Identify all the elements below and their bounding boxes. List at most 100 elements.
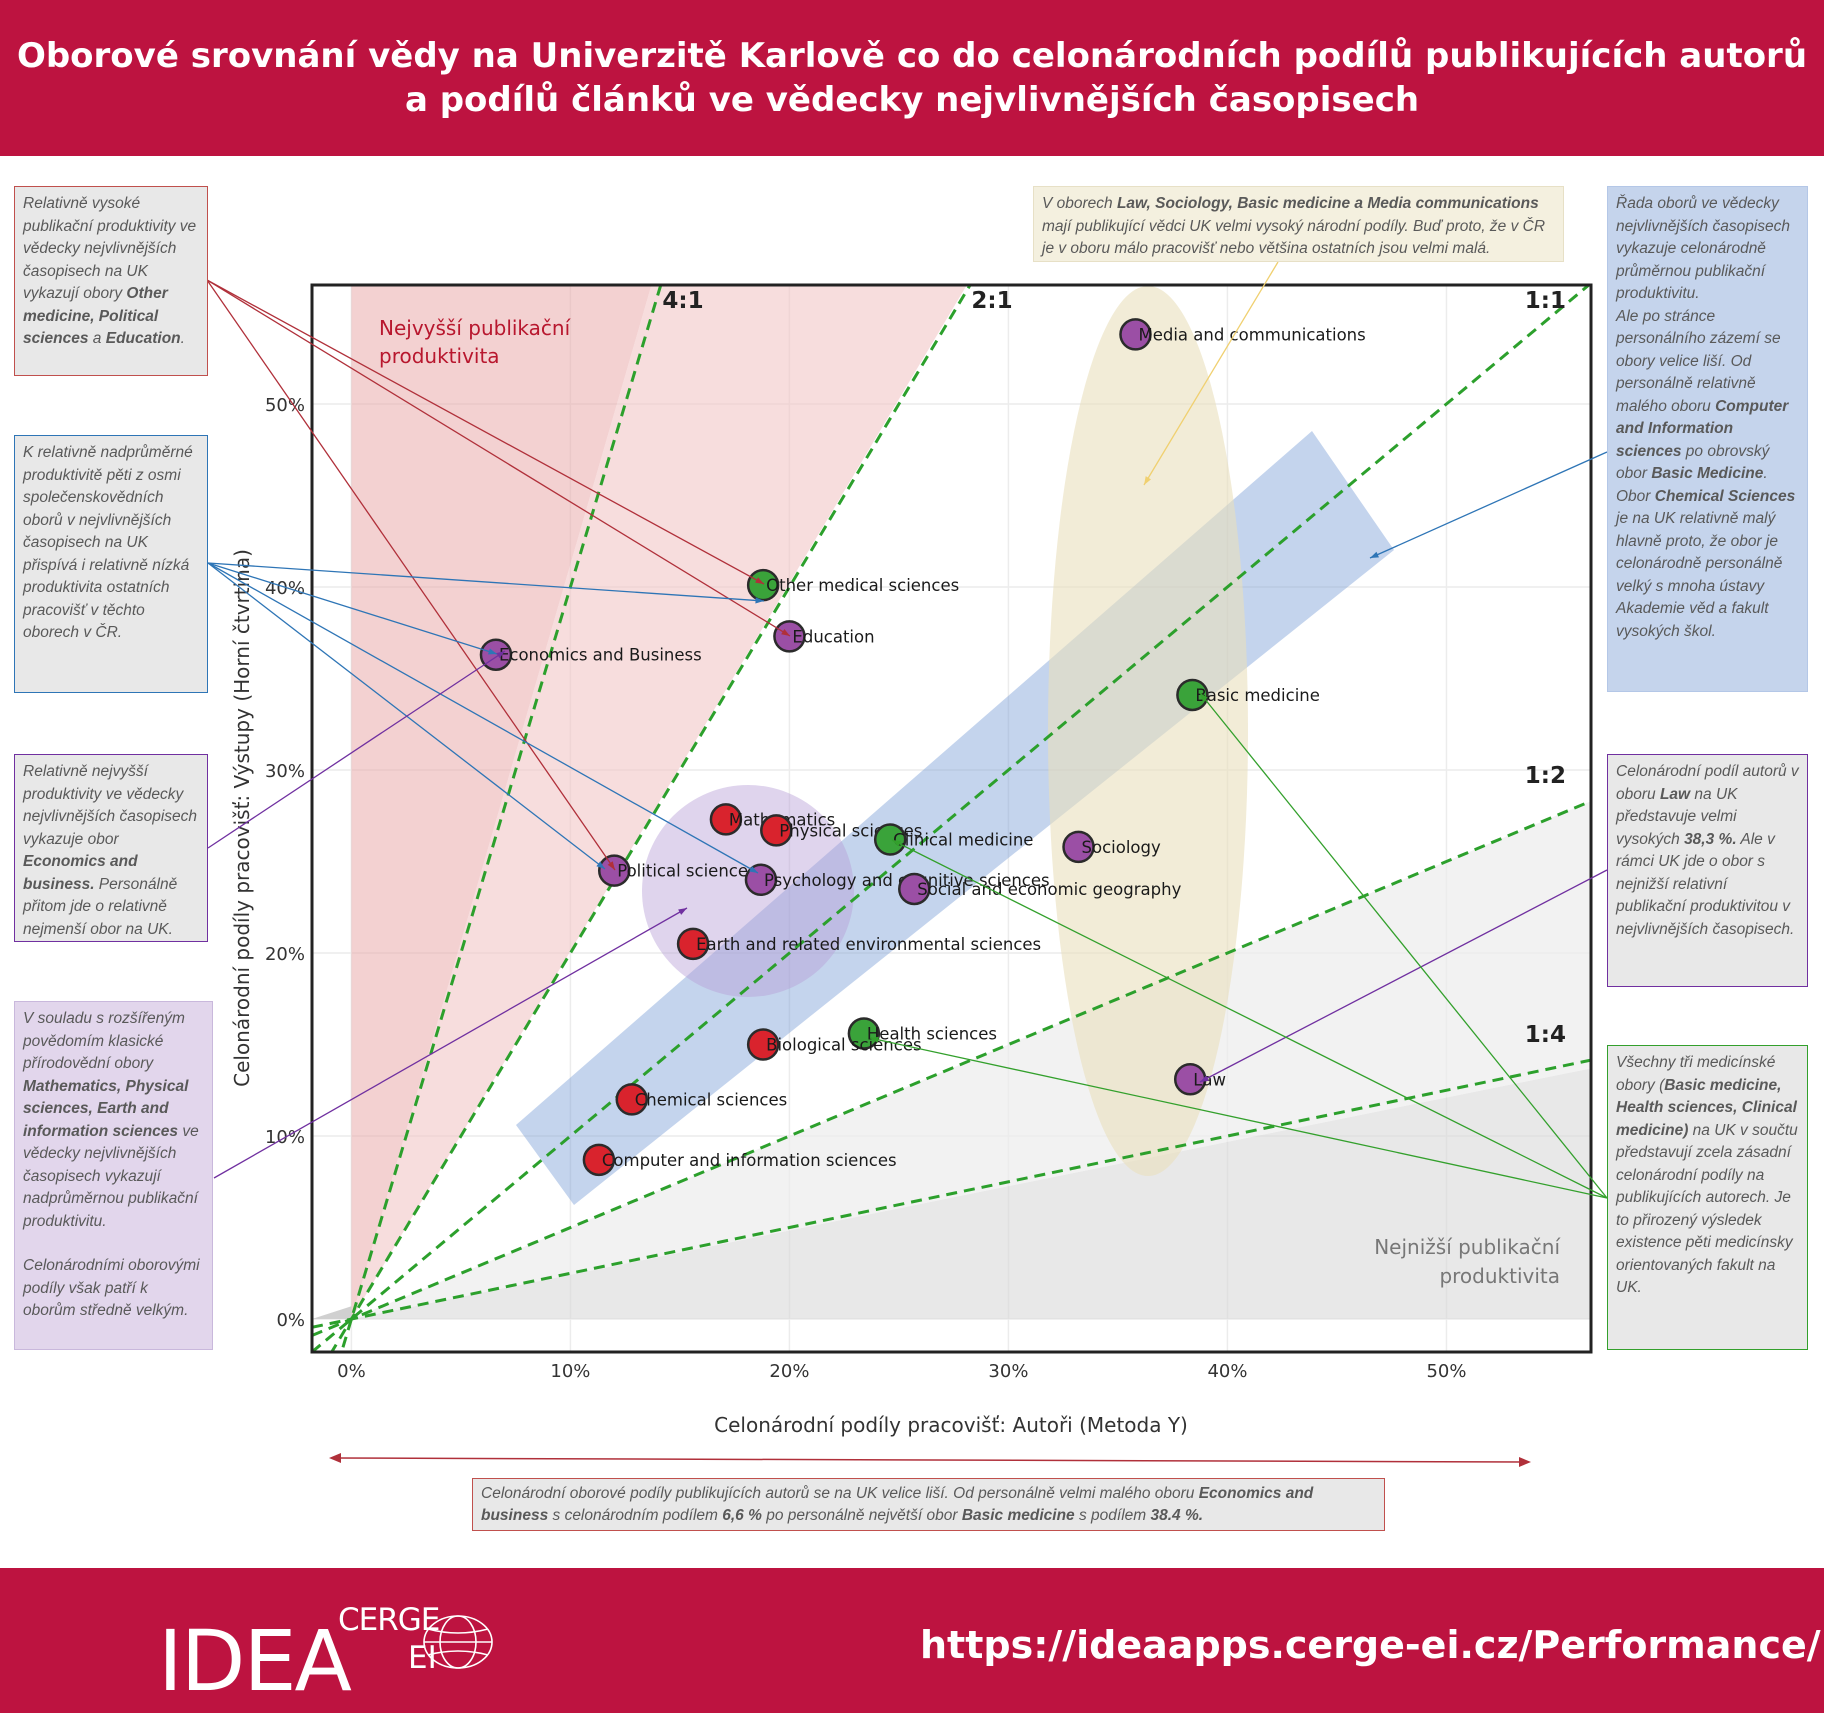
arrowhead-icon [596, 861, 605, 869]
data-point [746, 568, 780, 602]
note-bold: 6,6 % [722, 1507, 762, 1524]
data-point [676, 927, 710, 961]
arrowhead-icon [870, 1036, 879, 1043]
arrowhead-icon [755, 597, 764, 604]
point-label: Chemical sciences [635, 1090, 787, 1109]
annotation-connector [1143, 261, 1279, 486]
note-text: Obor [1616, 487, 1655, 505]
annotation-connector [207, 562, 498, 655]
note-bold: 38,3 %. [1684, 830, 1737, 848]
x-tick-label: 20% [769, 1361, 809, 1382]
point-label: Political science [617, 862, 748, 881]
note-text: Relativně nejvyšší produktivity ve vědec… [23, 763, 198, 848]
data-point [760, 814, 793, 847]
point-label: Computer and information sciences [602, 1151, 897, 1170]
data-point [873, 823, 907, 856]
note-author-shares: Celonárodní oborové podíly publikujících… [472, 1478, 1385, 1531]
annotation-connector [207, 650, 506, 849]
note-text: Celonárodní podíl autorů v oboru [1616, 763, 1799, 803]
arrowhead-icon [1370, 551, 1379, 558]
ratio-label: 4:1 [662, 288, 703, 314]
note-text: je na UK relativně malý hlavně proto, že… [1616, 510, 1783, 640]
performance-url[interactable]: https://ideaapps.cerge-ei.cz/Performance… [920, 1623, 1821, 1667]
footer-banner: IDEA CERGE EI https://ideaapps.cerge-ei.… [0, 1568, 1824, 1713]
note-text: s celonárodním podílem [548, 1507, 723, 1524]
note-economics: Relativně nejvyšší produktivity ve vědec… [14, 754, 208, 942]
lowest-productivity-zone [351, 1068, 1591, 1320]
note-text: Ale po stránce personálního zázemí se ob… [1616, 307, 1781, 415]
note-text: a [88, 330, 106, 347]
note-medical: Všechny tři medicínské obory (Basic medi… [1607, 1045, 1808, 1350]
note-natural-sciences: V souladu s rozšířeným povědomím klasick… [14, 1001, 213, 1350]
logo-idea: IDEA [158, 1612, 352, 1710]
note-high-national-share: V oborech Law, Sociology, Basic medicine… [1033, 186, 1564, 262]
note-bold: Basic Medicine [1651, 465, 1764, 482]
data-point [746, 1028, 780, 1061]
title-banner: Oborové srovnání vědy na Univerzitě Karl… [0, 0, 1824, 156]
data-point [709, 803, 743, 836]
ratio-line [312, 285, 1591, 1352]
y-tick-label: 20% [265, 944, 305, 965]
note-bold: Basic medicine [961, 1507, 1075, 1524]
annotation-connector [1369, 451, 1608, 559]
note-text: Relativně vysoké publikační produktivity… [23, 195, 197, 302]
arrowhead-icon [1144, 476, 1151, 485]
ratio-line [312, 1058, 1591, 1329]
point-label: Earth and related environmental sciences [696, 935, 1041, 954]
point-label: Law [1193, 1070, 1226, 1089]
data-point [847, 1017, 881, 1050]
note-text: po personálně největší obor [761, 1507, 962, 1524]
annotation-connector [869, 1037, 1608, 1199]
x-tick-label: 10% [550, 1361, 590, 1382]
annotation-connector [206, 279, 791, 637]
point-label: Sociology [1082, 838, 1161, 857]
arrowhead-icon [488, 648, 497, 655]
ratio-label: 1:2 [1525, 763, 1566, 789]
x-axis-title: Celonárodní podíly pracovišť: Autoři (Me… [714, 1413, 1188, 1437]
point-label: Clinical medicine [893, 831, 1033, 850]
point-label: Biological sciences [766, 1036, 921, 1055]
note-bold: Computer and Information sciences [1616, 397, 1789, 460]
high-productivity-zone [351, 285, 967, 1320]
arrowhead-icon [1200, 1075, 1209, 1082]
annotation-connector [1199, 692, 1608, 1199]
origin-shade [312, 1306, 352, 1320]
point-label: Other medical sciences [766, 576, 959, 595]
arrowhead-icon [781, 628, 790, 636]
note-text: ve vědecky nejvlivnějších časopisech vyk… [23, 1122, 199, 1230]
note-text: Personálně přitom jde o relativně nejmen… [23, 875, 178, 938]
ratio-label: 2:1 [971, 288, 1012, 314]
arrowhead-icon [496, 651, 505, 659]
y-tick-label: 40% [265, 578, 305, 599]
data-point [1176, 678, 1209, 712]
ratio-line [340, 285, 663, 1352]
note-bold: Education [105, 330, 181, 347]
ratio-line [329, 285, 972, 1352]
point-label: Education [792, 627, 874, 646]
y-tick-label: 0% [276, 1310, 305, 1331]
note-text: na UK v součtu představují zcela zásadní… [1616, 1121, 1798, 1297]
arrowhead-icon [607, 861, 615, 870]
region-label-highest: Nejvyšší publikační [379, 316, 572, 340]
note-text: Celonárodní oborové podíly publikujících… [481, 1485, 1199, 1502]
note-social-sciences: K relativně nadprůměrné produktivitě pět… [14, 435, 208, 693]
arrowhead-icon [1519, 1457, 1531, 1467]
point-label: Basic medicine [1195, 686, 1319, 705]
note-text: mají publikující vědci UK velmi vysoký n… [1042, 217, 1546, 258]
annotation-connector [207, 562, 759, 874]
note-bold: Economics and business [481, 1485, 1314, 1524]
note-bold: Economics and business. [23, 853, 138, 893]
x-tick-label: 50% [1426, 1361, 1466, 1382]
point-label: Economics and Business [499, 646, 702, 665]
data-point [582, 1143, 616, 1177]
globe-icon [423, 1615, 493, 1669]
data-point [898, 872, 931, 906]
note-bold: Basic medicine, Health sciences, Clinica… [1616, 1076, 1797, 1139]
note-text: V oborech [1042, 195, 1117, 212]
annotation-connector [213, 907, 688, 1179]
note-average-productivity: Řada oborů ve vědecky nejvlivnějších čas… [1607, 186, 1808, 692]
note-text: V souladu s rozšířeným povědomím klasick… [23, 1010, 185, 1072]
annotation-connector [891, 839, 1608, 1199]
note-bold: Law, Sociology, Basic medicine a Media c… [1116, 195, 1539, 212]
arrowhead-icon [1200, 693, 1208, 702]
